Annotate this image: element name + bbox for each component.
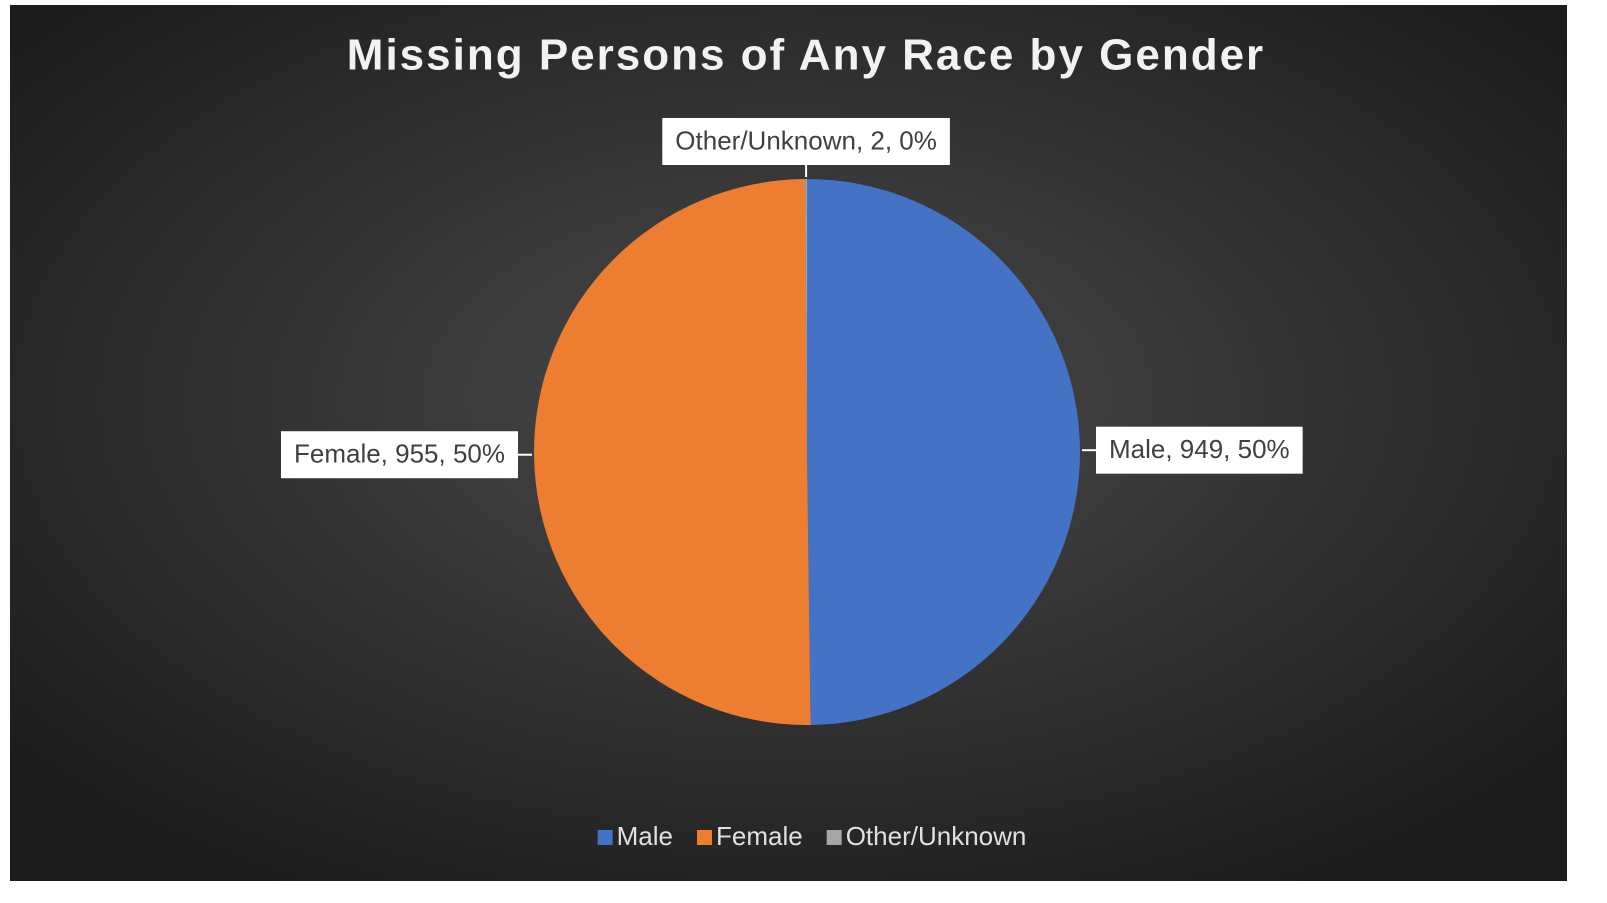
legend-swatch	[826, 830, 842, 845]
data-label: Male, 949, 50%	[1109, 434, 1290, 464]
legend-label: Female	[716, 821, 803, 851]
data-label-box	[662, 118, 950, 166]
legend-swatch	[597, 830, 613, 845]
data-label: Other/Unknown, 2, 0%	[675, 125, 937, 155]
chart-title: Missing Persons of Any Race by Gender	[347, 31, 1265, 80]
pie-slice	[534, 179, 811, 726]
legend-swatch	[697, 830, 712, 845]
legend-label: Other/Unknown	[846, 821, 1027, 851]
pie-slice	[807, 179, 1080, 725]
data-label-box	[1095, 426, 1303, 474]
legend-label: Male	[617, 821, 673, 851]
data-label-box	[280, 431, 519, 479]
pie-slice	[805, 179, 807, 452]
data-label: Female, 955, 50%	[294, 439, 505, 469]
